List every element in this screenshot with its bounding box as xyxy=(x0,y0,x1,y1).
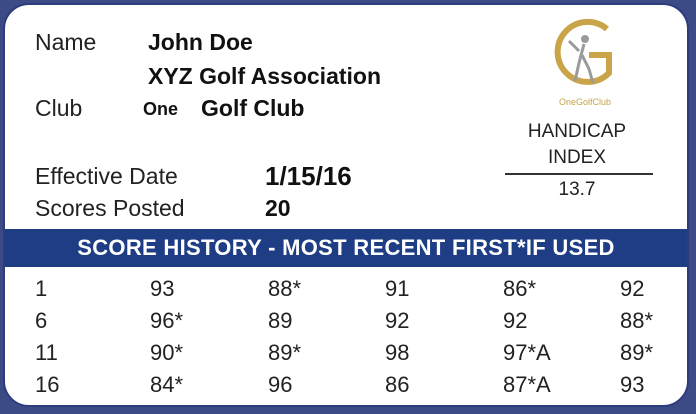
score-cell: 93 xyxy=(150,276,175,301)
club-prefix: One xyxy=(143,99,179,119)
score-cell: 90* xyxy=(150,340,184,365)
handicap-card: Name John Doe XYZ Golf Association Club … xyxy=(3,3,689,407)
score-row-index: 6 xyxy=(35,308,48,333)
score-cell: 96 xyxy=(268,372,293,397)
golf-club-logo-icon xyxy=(554,18,612,85)
score-row: 11 90* 89* 98 97*A 89* xyxy=(35,337,675,369)
score-cell: 93 xyxy=(620,372,645,397)
index-label: INDEX xyxy=(547,147,607,168)
handicap-label: HANDICAP xyxy=(527,121,627,142)
score-cell: 86 xyxy=(385,372,410,397)
name-value: John Doe xyxy=(148,29,253,55)
score-cell: 91 xyxy=(385,276,410,301)
score-cell: 89 xyxy=(268,308,293,333)
score-cell: 88* xyxy=(620,308,654,333)
score-cell: 92 xyxy=(503,308,528,333)
handicap-index-value: 13.7 xyxy=(558,179,596,200)
logo-caption: OneGolfClub xyxy=(558,97,612,107)
score-cell: 92 xyxy=(385,308,410,333)
score-cell: 84* xyxy=(150,372,184,397)
score-cell: 92 xyxy=(620,276,645,301)
scores-posted-label: Scores Posted xyxy=(35,195,185,221)
score-row-index: 1 xyxy=(35,276,48,301)
score-history-table: 1 93 88* 91 86* 92 6 96* 89 92 92 88* 11… xyxy=(35,273,675,401)
club-value: Golf Club xyxy=(201,95,305,121)
score-cell: 98 xyxy=(385,340,410,365)
name-label: Name xyxy=(35,29,97,55)
score-cell: 87*A xyxy=(503,372,551,397)
scores-posted-value: 20 xyxy=(265,195,291,221)
score-cell: 86* xyxy=(503,276,537,301)
score-cell: 88* xyxy=(268,276,302,301)
effective-date-value: 1/15/16 xyxy=(265,161,352,191)
score-row-index: 16 xyxy=(35,372,60,397)
score-cell: 96* xyxy=(150,308,184,333)
score-row: 1 93 88* 91 86* 92 xyxy=(35,273,675,305)
club-label: Club xyxy=(35,95,83,121)
handicap-divider xyxy=(505,173,653,175)
score-cell: 89* xyxy=(268,340,302,365)
score-row-index: 11 xyxy=(35,340,58,365)
score-history-banner: SCORE HISTORY - MOST RECENT FIRST*IF USE… xyxy=(5,229,687,267)
effective-date-label: Effective Date xyxy=(35,163,178,189)
association-value: XYZ Golf Association xyxy=(148,63,382,89)
score-row: 6 96* 89 92 92 88* xyxy=(35,305,675,337)
score-cell: 97*A xyxy=(503,340,551,365)
score-row: 16 84* 96 86 87*A 93 xyxy=(35,369,675,401)
score-cell: 89* xyxy=(620,340,654,365)
